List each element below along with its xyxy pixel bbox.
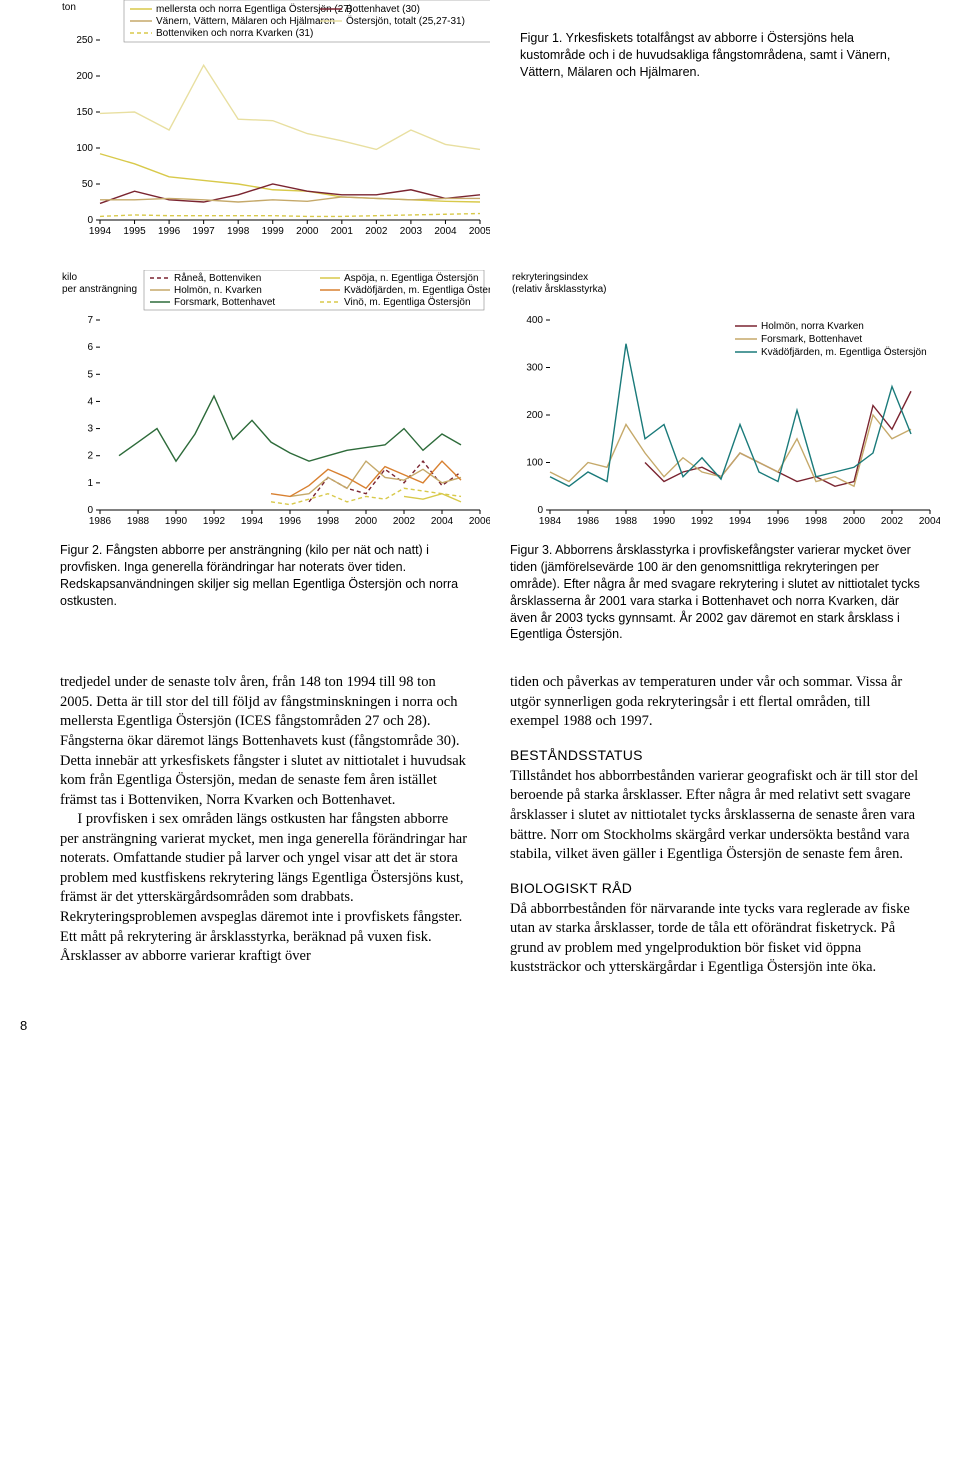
- svg-text:6: 6: [87, 342, 93, 353]
- figure-2-chart: 0 1 2 3 4 5 6 7 1986 1988 1990 1992 1994 1996 1998 2000…: [60, 270, 490, 530]
- svg-text:2000: 2000: [843, 516, 866, 527]
- svg-text:Kvädöfjärden, m. Egentliga Öst: Kvädöfjärden, m. Egentliga Östersjön: [344, 284, 490, 296]
- svg-text:Kvädöfjärden, m. Egentliga Öst: Kvädöfjärden, m. Egentliga Östersjön: [761, 346, 927, 358]
- figure-3-chart: 0 100 200 300 400 1984 1986 1988 1990 1992 1994 199…: [510, 270, 940, 530]
- svg-text:200: 200: [76, 71, 93, 82]
- svg-text:1996: 1996: [767, 516, 790, 527]
- svg-text:1994: 1994: [241, 516, 264, 527]
- svg-text:1988: 1988: [127, 516, 150, 527]
- svg-text:1998: 1998: [805, 516, 828, 527]
- svg-text:1990: 1990: [653, 516, 676, 527]
- svg-text:Holmön, n. Kvarken: Holmön, n. Kvarken: [174, 285, 262, 296]
- figure-3-caption: Figur 3. Abborrens årsklasstyrka i provf…: [510, 542, 920, 643]
- svg-text:1988: 1988: [615, 516, 638, 527]
- svg-text:100: 100: [76, 143, 93, 154]
- svg-text:2004: 2004: [919, 516, 940, 527]
- svg-text:1996: 1996: [279, 516, 302, 527]
- svg-text:1997: 1997: [193, 226, 216, 237]
- svg-text:per ansträngning: per ansträngning: [62, 284, 137, 295]
- svg-text:50: 50: [82, 179, 94, 190]
- figure-1-chart-container: 0 50 100 150 200 250 1994 1995 1996 1997 1998 1999 2…: [60, 0, 490, 240]
- body-para: Tillståndet hos abborrbestånden varierar…: [510, 767, 920, 865]
- svg-text:200: 200: [526, 410, 543, 421]
- svg-text:2004: 2004: [434, 226, 457, 237]
- svg-text:1994: 1994: [729, 516, 752, 527]
- svg-text:kilo: kilo: [62, 272, 77, 283]
- body-right-column: tiden och påverkas av temperaturen under…: [510, 673, 920, 978]
- body-left-column: tredjedel under de senaste tolv åren, fr…: [60, 673, 470, 978]
- svg-text:Vänern, Vättern, Mälaren och H: Vänern, Vättern, Mälaren och Hjälmaren: [156, 16, 335, 27]
- figure-2-3-row: 0123456719861988199019921994199619982000…: [60, 270, 920, 530]
- svg-text:1995: 1995: [123, 226, 146, 237]
- svg-text:2004: 2004: [431, 516, 454, 527]
- svg-text:Bottenviken och norra Kvarken: Bottenviken och norra Kvarken (31): [156, 28, 313, 39]
- svg-text:Forsmark, Bottenhavet: Forsmark, Bottenhavet: [761, 334, 862, 345]
- svg-text:1992: 1992: [203, 516, 226, 527]
- svg-text:2001: 2001: [331, 226, 354, 237]
- svg-text:300: 300: [526, 363, 543, 374]
- svg-text:3: 3: [87, 424, 93, 435]
- svg-text:Holmön, norra Kvarken: Holmön, norra Kvarken: [761, 321, 864, 332]
- figure-3-container: 0 100 200 300 400 1984 1986 1988 1990 1992 1994 199…: [510, 270, 940, 530]
- svg-text:Forsmark, Bottenhavet: Forsmark, Bottenhavet: [174, 297, 275, 308]
- svg-text:4: 4: [87, 396, 93, 407]
- figure-2-container: 0 1 2 3 4 5 6 7 1986 1988 1990 1992 1994 1996 1998 2000…: [60, 270, 490, 530]
- svg-text:Vinö, m. Egentliga Östersjön: Vinö, m. Egentliga Östersjön: [344, 296, 471, 308]
- svg-text:0: 0: [87, 505, 93, 516]
- page-number: 8: [20, 1018, 920, 1033]
- body-para: I provfisken i sex områden längs ostkust…: [60, 810, 470, 967]
- section-heading-biologiskt: BIOLOGISKT RÅD: [510, 879, 920, 898]
- figure-1-block: 0 50 100 150 200 250 1994 1995 1996 1997 1998 1999 2…: [60, 0, 920, 240]
- svg-text:Bottenhavet (30): Bottenhavet (30): [346, 4, 420, 15]
- body-para: tredjedel under de senaste tolv åren, fr…: [60, 673, 470, 810]
- svg-text:5: 5: [87, 369, 93, 380]
- figure-1-caption: Figur 1. Yrkesfiskets totalfångst av abb…: [520, 0, 900, 81]
- figure-2-caption: Figur 2. Fångsten abborre per ansträngni…: [60, 542, 470, 643]
- svg-text:250: 250: [76, 35, 93, 46]
- svg-text:2000: 2000: [296, 226, 319, 237]
- svg-text:2003: 2003: [400, 226, 423, 237]
- svg-text:150: 150: [76, 107, 93, 118]
- svg-text:2: 2: [87, 451, 93, 462]
- svg-text:1990: 1990: [165, 516, 188, 527]
- svg-text:Aspöja, n. Egentliga Östersjön: Aspöja, n. Egentliga Östersjön: [344, 272, 479, 284]
- svg-text:1: 1: [87, 478, 93, 489]
- svg-text:1999: 1999: [262, 226, 285, 237]
- figure-2-3-captions: Figur 2. Fångsten abborre per ansträngni…: [60, 542, 920, 643]
- svg-text:ton: ton: [62, 2, 76, 13]
- svg-text:2002: 2002: [881, 516, 904, 527]
- svg-text:Östersjön, totalt (25,27-31): Östersjön, totalt (25,27-31): [346, 15, 465, 27]
- section-heading-bestand: BESTÅNDSSTATUS: [510, 746, 920, 765]
- svg-text:0: 0: [537, 505, 543, 516]
- svg-text:1992: 1992: [691, 516, 714, 527]
- figure-1-chart: 0 50 100 150 200 250 1994 1995 1996 1997 1998 1999 2…: [60, 0, 490, 240]
- svg-text:2000: 2000: [355, 516, 378, 527]
- svg-text:1998: 1998: [227, 226, 250, 237]
- svg-text:(relativ årsklasstyrka): (relativ årsklasstyrka): [512, 283, 606, 295]
- svg-text:rekryteringsindex: rekryteringsindex: [512, 272, 588, 283]
- svg-text:2002: 2002: [393, 516, 416, 527]
- svg-text:2006: 2006: [469, 516, 490, 527]
- body-para: Då abborrbestånden för närvarande inte t…: [510, 900, 920, 978]
- svg-text:1986: 1986: [577, 516, 600, 527]
- body-text-columns: tredjedel under de senaste tolv åren, fr…: [60, 673, 920, 978]
- svg-text:1994: 1994: [89, 226, 112, 237]
- svg-text:1996: 1996: [158, 226, 181, 237]
- svg-text:Råneå, Bottenviken: Råneå, Bottenviken: [174, 272, 261, 284]
- svg-text:1986: 1986: [89, 516, 112, 527]
- svg-text:100: 100: [526, 458, 543, 469]
- svg-text:400: 400: [526, 315, 543, 326]
- body-para: tiden och påverkas av temperaturen under…: [510, 673, 920, 732]
- svg-text:1998: 1998: [317, 516, 340, 527]
- svg-text:2002: 2002: [365, 226, 388, 237]
- svg-text:0: 0: [87, 215, 93, 226]
- svg-text:1984: 1984: [539, 516, 562, 527]
- svg-text:7: 7: [87, 315, 93, 326]
- svg-text:2005: 2005: [469, 226, 490, 237]
